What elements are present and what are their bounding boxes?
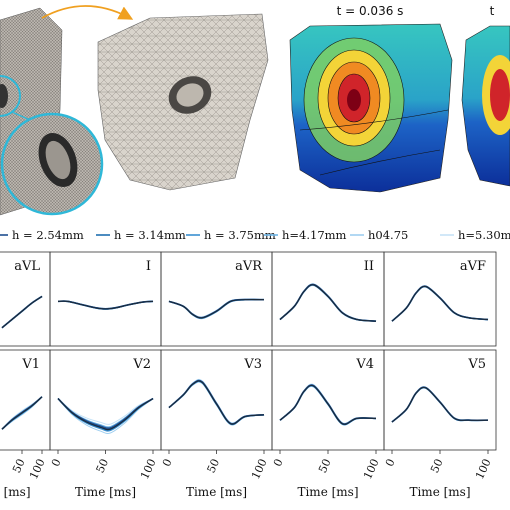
legend-label: h = 3.14mm: [114, 228, 186, 242]
series-line: [57, 398, 154, 425]
ecg-panel-v4: V4: [271, 349, 385, 451]
lead-label: II: [364, 259, 374, 274]
series-line: [391, 386, 489, 423]
ecg-panel-avl: aVL: [0, 251, 51, 347]
series-line: [391, 386, 489, 423]
x-tick-label: 50: [205, 457, 223, 475]
series-line: [391, 286, 489, 322]
series-line: [168, 298, 265, 319]
ecg-panel-i: I: [49, 251, 162, 347]
series-line: [279, 385, 377, 426]
lead-label: aVR: [235, 259, 263, 274]
lead-label: V5: [467, 357, 486, 372]
reference-line: [279, 284, 377, 322]
lead-label: V2: [132, 357, 151, 372]
series-line: [391, 386, 489, 423]
series-line: [391, 285, 489, 322]
series-line: [391, 387, 489, 423]
series-line: [279, 285, 377, 322]
legend: h = 2.54mm h = 3.14mm h = 3.75mm h=4.17mm h0…: [0, 228, 510, 242]
x-tick-label: 0: [383, 457, 398, 469]
lead-label: V4: [355, 357, 374, 372]
reference-line: [1, 396, 43, 430]
series-line: [391, 285, 489, 322]
ecg-panel-avr: aVR: [160, 251, 273, 347]
reference-line: [168, 298, 265, 319]
x-tick-label: 50: [10, 457, 28, 475]
series-line: [391, 386, 489, 423]
x-tick-label: 100: [138, 457, 159, 482]
lead-label: V3: [243, 357, 262, 372]
x-axis-label: Time [ms]: [409, 485, 470, 499]
series-line: [168, 298, 265, 319]
x-tick-label: 50: [316, 457, 334, 475]
series-line: [57, 398, 154, 434]
legend-label: h=4.17mm: [282, 228, 347, 242]
lead-label: aVL: [14, 259, 40, 274]
legend-label: h04.75: [368, 228, 408, 242]
series-line: [168, 298, 265, 319]
snapshot-label-1: t = 0.036 s: [337, 4, 404, 18]
x-tick-label: 100: [473, 457, 494, 482]
legend-label: h = 3.75mm: [204, 228, 276, 242]
reference-line: [391, 386, 489, 423]
lead-label: V1: [21, 357, 40, 372]
series-line: [279, 283, 377, 322]
series-line: [391, 386, 489, 423]
ecg-panel-v3: V3: [160, 349, 273, 451]
x-tick-label: 0: [49, 457, 64, 469]
x-tick-label: 50: [428, 457, 446, 475]
x-tick-label: 100: [249, 457, 270, 482]
x-tick-label: 0: [160, 457, 175, 469]
activation-map-2: t: [461, 4, 510, 187]
series-line: [279, 284, 377, 322]
activation-map-1: t = 0.036 s: [289, 4, 453, 193]
ecg-panel-avf: aVF: [383, 251, 497, 347]
ecg-panel-v5: V5: [383, 349, 497, 451]
x-tick-label: 100: [27, 457, 48, 482]
snapshot-label-2: t: [490, 4, 495, 18]
legend-label: h = 2.54mm: [12, 228, 84, 242]
lead-label: aVF: [460, 259, 486, 274]
x-axis-label: Time [ms]: [186, 485, 247, 499]
series-line: [168, 298, 265, 319]
legend-label: h=5.30m: [458, 228, 510, 242]
x-axis-label: Time [ms]: [0, 485, 31, 499]
transfer-arrow: [41, 5, 134, 20]
zoom-inset: [0, 112, 104, 216]
ecg-panel-v1: V1: [0, 349, 51, 451]
small-zoom-circle: [0, 75, 31, 121]
series-line: [279, 283, 377, 322]
x-axis-label: Time [ms]: [75, 485, 136, 499]
series-line: [168, 298, 265, 318]
reference-line: [57, 300, 154, 310]
ecg-panel-ii: II: [271, 251, 385, 347]
reference-line: [279, 384, 377, 425]
panel-frame: [383, 251, 497, 347]
reference-line: [168, 380, 265, 425]
x-tick-label: 100: [361, 457, 382, 482]
reference-line: [1, 295, 43, 329]
series-line: [168, 299, 265, 320]
x-axis-label: Time [ms]: [297, 485, 358, 499]
reference-line: [57, 398, 154, 431]
series-line: [279, 283, 377, 322]
reference-line: [391, 285, 489, 322]
x-tick-label: 50: [94, 457, 112, 475]
series-line: [391, 285, 489, 322]
panel-frame: [49, 251, 162, 347]
x-tick-label: 0: [271, 457, 286, 469]
series-line: [391, 285, 489, 322]
series-line: [168, 379, 265, 425]
lead-label: I: [146, 259, 151, 274]
series-line: [279, 283, 377, 322]
ecg-panel-v2: V2: [49, 349, 162, 451]
coarse-mesh-heart: [97, 13, 269, 191]
series-line: [391, 285, 489, 322]
